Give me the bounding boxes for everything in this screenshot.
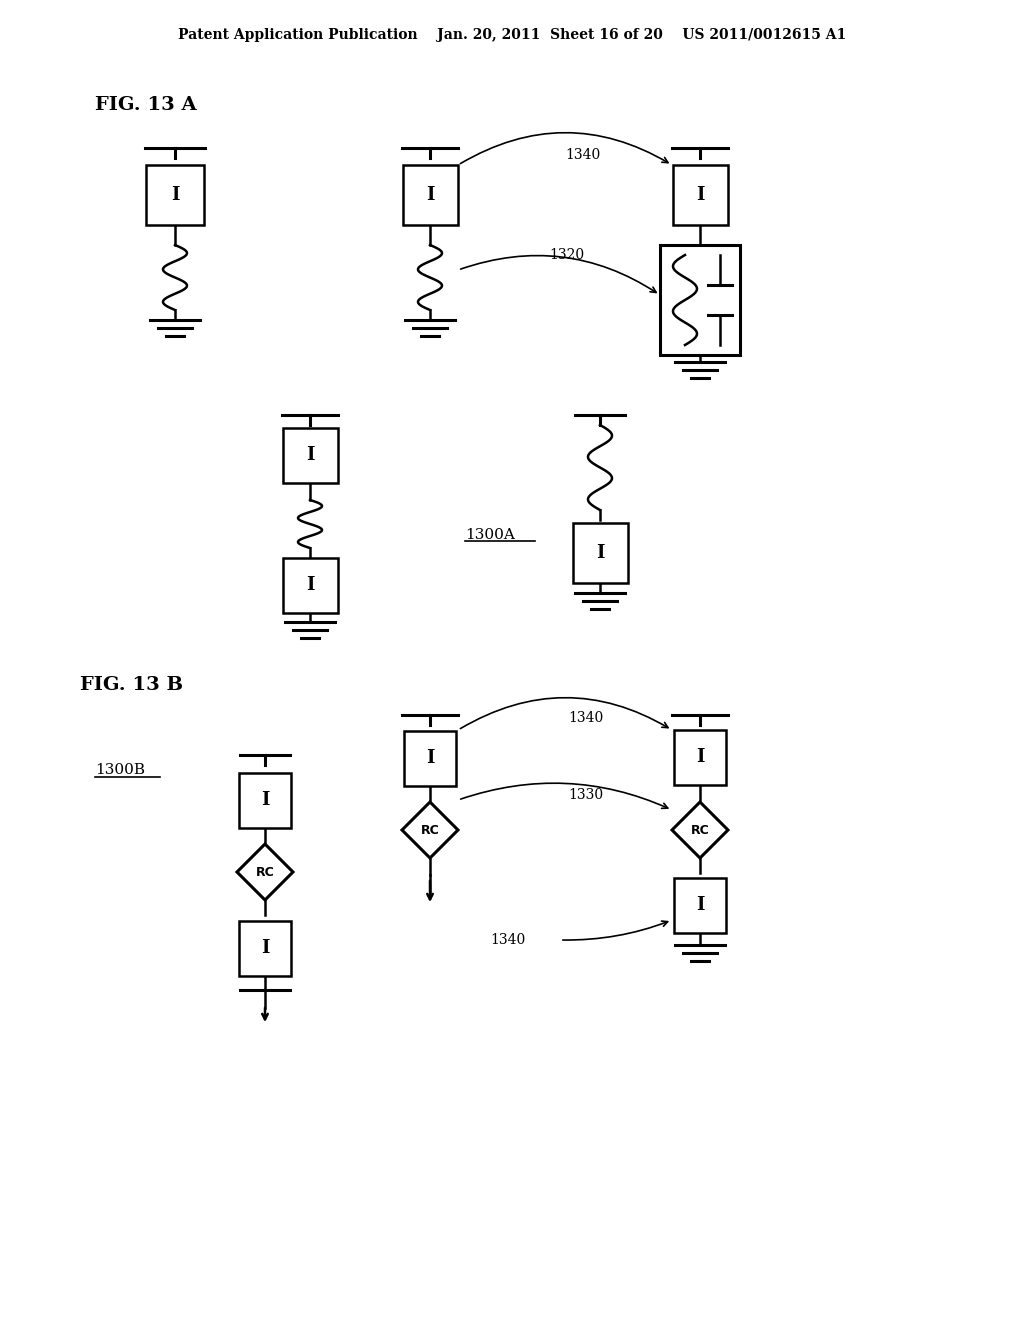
Bar [402, 165, 458, 224]
Polygon shape [402, 803, 458, 858]
Text: FIG. 13 B: FIG. 13 B [80, 676, 183, 694]
Text: FIG. 13 A: FIG. 13 A [95, 96, 197, 114]
Text: I: I [306, 446, 314, 465]
Polygon shape [237, 843, 293, 900]
Polygon shape [672, 803, 728, 858]
Text: 1320: 1320 [549, 248, 584, 261]
Text: I: I [426, 186, 434, 205]
Bar [239, 920, 291, 975]
Text: RC: RC [690, 824, 710, 837]
Text: 1300A: 1300A [465, 528, 515, 543]
Text: RC: RC [421, 824, 439, 837]
Text: I: I [261, 939, 269, 957]
Bar [283, 557, 338, 612]
Bar [146, 165, 204, 224]
Text: RC: RC [256, 866, 274, 879]
Text: I: I [261, 791, 269, 809]
Bar [404, 730, 456, 785]
Text: 1340: 1340 [565, 148, 600, 162]
Text: I: I [695, 896, 705, 913]
Bar [283, 428, 338, 483]
Text: I: I [426, 748, 434, 767]
Text: I: I [306, 576, 314, 594]
Bar [674, 878, 726, 932]
Bar [572, 523, 628, 583]
Text: I: I [171, 186, 179, 205]
Text: I: I [596, 544, 604, 562]
Bar [674, 730, 726, 784]
Text: I: I [695, 186, 705, 205]
Bar [660, 246, 740, 355]
Bar [673, 165, 727, 224]
Text: 1330: 1330 [568, 788, 603, 803]
Text: 1300B: 1300B [95, 763, 145, 777]
Text: Patent Application Publication    Jan. 20, 2011  Sheet 16 of 20    US 2011/00126: Patent Application Publication Jan. 20, … [178, 28, 846, 42]
Text: 1340: 1340 [568, 711, 603, 725]
Text: 1340: 1340 [490, 933, 525, 946]
Text: I: I [695, 748, 705, 766]
Bar [239, 772, 291, 828]
